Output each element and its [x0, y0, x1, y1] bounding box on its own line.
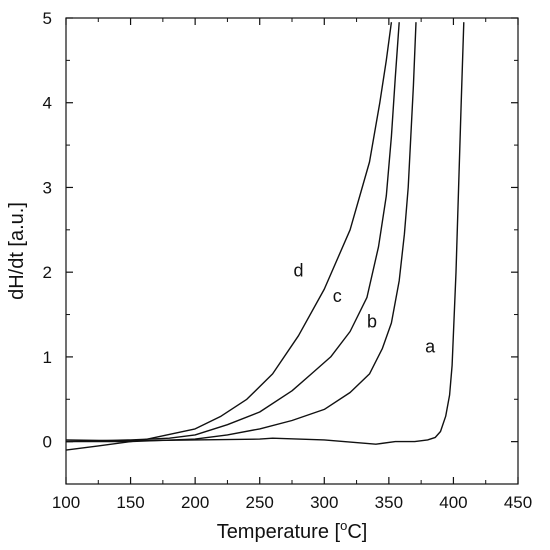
y-tick-label: 2 [43, 263, 52, 282]
y-tick-label: 0 [43, 433, 52, 452]
plot-frame [65, 17, 519, 485]
y-tick-label: 3 [43, 178, 52, 197]
y-tick-label: 5 [43, 9, 52, 28]
x-tick-label: 200 [181, 493, 209, 512]
tick-labels: 100 150 200 250 300 350 400 450 0 1 2 3 4 5 [43, 9, 533, 512]
series-label-b: b [367, 311, 377, 331]
x-tick-label: 300 [310, 493, 338, 512]
x-tick-label: 250 [246, 493, 274, 512]
series-line-a [65, 22, 465, 445]
series-line-c [65, 22, 400, 443]
y-axis-title: dH/dt [a.u.] [6, 202, 28, 300]
tick-marks [65, 17, 519, 484]
series-labels: a b c d [293, 260, 436, 356]
y-tick-label: 1 [43, 348, 52, 367]
x-tick-label: 350 [375, 493, 403, 512]
series-label-c: c [333, 286, 342, 306]
x-tick-label: 150 [116, 493, 144, 512]
series-line-d [65, 22, 393, 451]
x-tick-label: 100 [52, 493, 80, 512]
series-label-a: a [425, 337, 436, 357]
series-label-d: d [293, 260, 303, 280]
series-lines [65, 22, 465, 451]
series-line-b [66, 22, 417, 443]
x-axis-title: Temperature [oC] [217, 518, 368, 543]
y-tick-label: 4 [43, 94, 52, 113]
x-tick-label: 400 [439, 493, 467, 512]
x-tick-label: 450 [504, 493, 532, 512]
